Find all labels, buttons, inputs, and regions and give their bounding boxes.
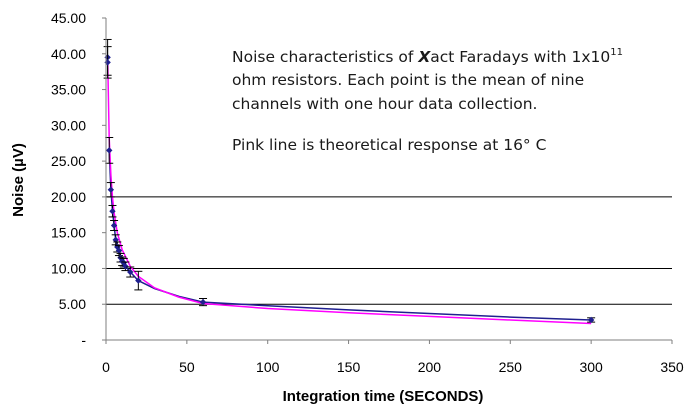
data-point — [110, 222, 118, 229]
y-axis-title: Noise (µV) — [10, 143, 27, 217]
annotation-line-1-bold: X — [417, 48, 431, 66]
y-tick-label: 45.00 — [51, 10, 86, 26]
axes — [102, 17, 673, 344]
x-tick-label: 150 — [337, 359, 361, 375]
y-tick-label: 30.00 — [51, 117, 86, 133]
x-tick-label: 350 — [660, 359, 684, 375]
data-point — [587, 316, 595, 324]
data-point — [135, 277, 142, 284]
data-point — [122, 263, 129, 270]
x-tick-label: 0 — [102, 359, 110, 375]
x-axis-title: Integration time (SECONDS) — [283, 388, 484, 405]
annotation-line-1-post: act Faradays with 1x10 — [430, 48, 610, 66]
data-point — [115, 247, 123, 254]
annotation-box: Noise characteristics of Xact Faradays w… — [232, 47, 623, 154]
data-point — [109, 208, 116, 215]
annotation-line-2: ohm resistors. Each point is the mean of… — [232, 71, 584, 89]
data-point — [199, 298, 207, 306]
y-tick-label: 20.00 — [51, 189, 86, 205]
y-tick-label: 5.00 — [59, 296, 86, 312]
y-tick-label: 10.00 — [51, 260, 86, 276]
data-point — [106, 147, 113, 154]
annotation-line-3: channels with one hour data collection. — [232, 95, 537, 113]
data-markers — [103, 38, 596, 324]
data-point — [127, 268, 134, 276]
y-tick-label: 35.00 — [51, 82, 86, 98]
y-tick-label: - — [81, 332, 86, 348]
data-point — [104, 59, 111, 66]
x-tick-label: 200 — [418, 359, 442, 375]
x-tick-label: 50 — [179, 359, 195, 375]
annotation-line-1: Noise characteristics of Xact Faradays w… — [232, 47, 623, 66]
annotation-line-1-pre: Noise characteristics of — [232, 48, 418, 66]
x-tick-label: 250 — [499, 359, 523, 375]
grid-lines — [106, 196, 672, 305]
x-tick-label: 300 — [579, 359, 603, 375]
data-point — [107, 186, 115, 193]
annotation-line-1-sup: 11 — [610, 47, 623, 58]
tick-labels: 45.00 40.00 35.00 30.00 25.00 20.00 15.00 10.00… — [51, 10, 684, 375]
annotation-line-4: Pink line is theoretical response at 16°… — [232, 136, 546, 154]
y-tick-label: 25.00 — [51, 153, 86, 169]
y-tick-label: 15.00 — [51, 225, 86, 241]
data-point — [112, 236, 119, 244]
measured-line — [108, 150, 592, 321]
y-tick-label: 40.00 — [51, 46, 86, 62]
x-tick-label: 100 — [256, 359, 280, 375]
